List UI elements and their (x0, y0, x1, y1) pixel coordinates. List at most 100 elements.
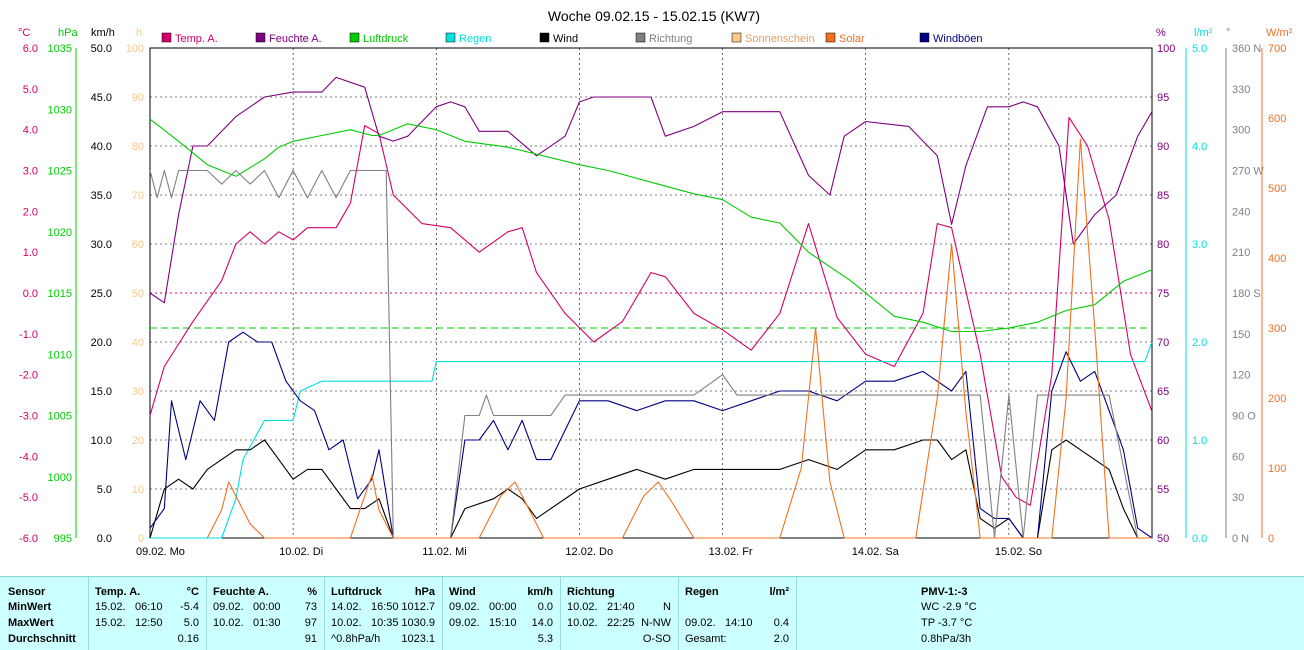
stats-wind-min-val: 0.0 (537, 601, 553, 613)
series-line-richtung (149, 169, 1152, 539)
stats-rain-header: Regen (685, 586, 719, 598)
stats-press-max-date: 10.02. (331, 617, 362, 629)
tick-label-wind: 40.0 (91, 141, 112, 153)
axis-unit-direction: ° (1226, 27, 1230, 39)
tick-label-direction: 90 O (1232, 411, 1256, 423)
tick-label-sunshine: 20 (132, 435, 144, 447)
stats-press-unit: hPa (414, 586, 435, 598)
stats-pmv-wc: WC -2.9 °C (921, 601, 977, 613)
tick-label-wind: 0.0 (97, 533, 112, 545)
legend-swatch (825, 32, 836, 43)
tick-label-temp: 6.0 (23, 43, 38, 55)
stats-pmv-header: PMV-1:-3 (921, 586, 968, 598)
stats-temp-max-time: 12:50 (135, 617, 163, 629)
stats-temp-min-time: 06:10 (135, 601, 163, 613)
tick-label-temp: -3.0 (19, 411, 38, 423)
tick-label-solar: 600 (1268, 113, 1286, 125)
tick-label-direction: 180 S (1232, 288, 1261, 300)
tick-label-temp: 1.0 (23, 247, 38, 259)
series-line-regen (150, 341, 1153, 539)
stats-dir-max-val: N-NW (641, 617, 671, 629)
tick-label-pressure: 1030 (48, 104, 72, 116)
tick-label-solar: 400 (1268, 253, 1286, 265)
stats-hum-max-time: 01:30 (253, 617, 281, 629)
stats-rain-total: 2.0 (773, 633, 789, 645)
series-line-luftdruck (149, 118, 1153, 333)
tick-label-sunshine: 0 (138, 533, 144, 545)
tick-label-rain: 1.0 (1192, 435, 1207, 447)
weather-chart: Woche 09.02.15 - 15.02.15 (KW7) Temp. A.… (18, 8, 1293, 558)
tick-label-direction: 150 (1232, 329, 1250, 341)
tick-label-temp: -2.0 (19, 370, 38, 382)
tick-label-solar: 700 (1268, 43, 1286, 55)
stats-wind-max-date: 09.02. (449, 617, 480, 629)
stats-dir-header: Richtung (567, 586, 615, 598)
axis-unit-solar: W/m² (1266, 27, 1293, 39)
legend-label: Richtung (649, 33, 692, 45)
stats-wind-header: Wind (449, 586, 476, 598)
stats-max-label: MaxWert (8, 617, 54, 629)
tick-label-sunshine: 80 (132, 141, 144, 153)
tick-label-direction: 210 (1232, 247, 1250, 259)
stats-hum-unit: % (307, 586, 317, 598)
axis-unit-temp: °C (18, 27, 30, 39)
stats-rain-block: Regen l/m² 09.02. 14:10 0.4 Gesamt: 2.0 (678, 577, 797, 650)
stats-press-avg: 1023.1 (401, 633, 435, 645)
axis-unit-humidity: % (1156, 27, 1166, 39)
stats-wind-avg: 5.3 (537, 633, 553, 645)
legend-swatch (349, 32, 360, 43)
stats-sensor-block: Sensor MinWert MaxWert Durchschnitt (0, 577, 88, 650)
tick-label-pressure: 1010 (48, 349, 72, 361)
stats-press-min-date: 14.02. (331, 601, 362, 613)
tick-label-wind: 25.0 (91, 288, 112, 300)
tick-label-humidity: 90 (1157, 141, 1169, 153)
tick-label-rain: 0.0 (1192, 533, 1207, 545)
legend-label: Feuchte A. (269, 33, 322, 45)
tick-label-sunshine: 100 (126, 43, 144, 55)
tick-label-pressure: 1020 (48, 227, 72, 239)
x-tick-label: 10.02. Di (279, 546, 323, 558)
tick-label-sunshine: 30 (132, 386, 144, 398)
legend-label: Solar (839, 33, 865, 45)
axes: 6.0 5.0 4.0 3.0 2.0 1.0 0.0 -1.0 -2.0 -3.0 -4.0 -5.… (18, 27, 1293, 545)
tick-label-direction: 360 N (1232, 43, 1261, 55)
stats-dir-min-val: N (663, 601, 671, 613)
stats-hum-min-time: 00:00 (253, 601, 281, 613)
series-line-windb-en (149, 331, 1153, 539)
tick-label-sunshine: 40 (132, 337, 144, 349)
stats-wind-max-val: 14.0 (531, 617, 553, 629)
stats-pmv-trend: 0.8hPa/3h (921, 633, 972, 645)
tick-label-temp: 0.0 (23, 288, 38, 300)
stats-hum-min-val: 73 (304, 601, 317, 613)
stats-temp-min-date: 15.02. (95, 601, 126, 613)
stats-hum-max-val: 97 (304, 617, 317, 629)
tick-label-solar: 300 (1268, 323, 1286, 335)
tick-label-wind: 20.0 (91, 337, 112, 349)
tick-label-solar: 500 (1268, 183, 1286, 195)
tick-label-direction: 240 (1232, 206, 1250, 218)
tick-label-humidity: 75 (1157, 288, 1169, 300)
stats-wind-block: Wind km/h 09.02. 00:00 0.0 09.02. 15:10 14.0 … (442, 577, 561, 650)
tick-label-pressure: 1005 (48, 411, 72, 423)
axis-unit-pressure: hPa (58, 27, 78, 39)
stats-press-min-val: 1012.7 (401, 601, 435, 613)
x-tick-label: 11.02. Mi (422, 546, 466, 558)
stats-hum-block: Feuchte A.% 09.02. 00:00 73 10.02. 01:30 97 … (206, 577, 325, 650)
tick-label-temp: -4.0 (19, 451, 38, 463)
tick-label-solar: 100 (1268, 463, 1286, 475)
stats-min-label: MinWert (8, 601, 52, 613)
tick-label-temp: 2.0 (23, 206, 38, 218)
legend-swatch (539, 32, 550, 43)
stats-rain-max-val: 0.4 (773, 617, 789, 629)
stats-temp-block: Temp. A. °C 15.02. 06:10 -5.4 15.02. 12:50 5.… (88, 577, 207, 650)
tick-label-temp: 3.0 (23, 166, 38, 178)
stats-press-block: Luftdruck hPa 14.02. 16:50 1012.7 10.02. 10:… (324, 577, 443, 650)
tick-label-pressure: 995 (54, 533, 72, 545)
tick-label-temp: -1.0 (19, 329, 38, 341)
tick-label-direction: 330 (1232, 84, 1250, 96)
tick-label-solar: 0 (1268, 533, 1274, 545)
stats-temp-min-val: -5.4 (180, 601, 199, 613)
stats-rain-total-label: Gesamt: (685, 633, 727, 645)
stats-hum-min-date: 09.02. (213, 601, 244, 613)
stats-temp-avg: 0.16 (177, 633, 199, 645)
